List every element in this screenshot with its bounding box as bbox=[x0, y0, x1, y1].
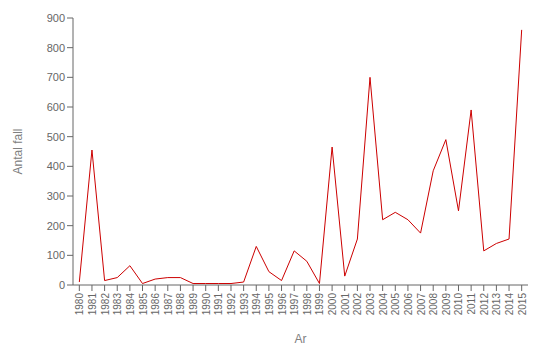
svg-text:500: 500 bbox=[47, 131, 65, 143]
svg-text:2002: 2002 bbox=[352, 293, 363, 316]
svg-text:600: 600 bbox=[47, 101, 65, 113]
svg-text:800: 800 bbox=[47, 42, 65, 54]
svg-text:1995: 1995 bbox=[264, 293, 275, 316]
svg-text:1982: 1982 bbox=[100, 293, 111, 316]
svg-text:1990: 1990 bbox=[201, 293, 212, 316]
svg-text:400: 400 bbox=[47, 160, 65, 172]
svg-text:2000: 2000 bbox=[327, 293, 338, 316]
svg-text:2004: 2004 bbox=[378, 293, 389, 316]
svg-text:Antal fall: Antal fall bbox=[11, 128, 25, 174]
svg-text:100: 100 bbox=[47, 249, 65, 261]
svg-text:1989: 1989 bbox=[188, 293, 199, 316]
svg-text:Ar: Ar bbox=[295, 332, 307, 346]
svg-text:1985: 1985 bbox=[138, 293, 149, 316]
svg-text:2015: 2015 bbox=[517, 293, 528, 316]
svg-text:1998: 1998 bbox=[302, 293, 313, 316]
svg-text:1997: 1997 bbox=[289, 293, 300, 316]
svg-text:2014: 2014 bbox=[504, 293, 515, 316]
svg-text:2009: 2009 bbox=[441, 293, 452, 316]
svg-text:1993: 1993 bbox=[239, 293, 250, 316]
svg-text:1981: 1981 bbox=[87, 293, 98, 316]
svg-text:1986: 1986 bbox=[150, 293, 161, 316]
svg-text:2013: 2013 bbox=[491, 293, 502, 316]
svg-text:1996: 1996 bbox=[277, 293, 288, 316]
svg-text:1992: 1992 bbox=[226, 293, 237, 316]
svg-text:1980: 1980 bbox=[74, 293, 85, 316]
svg-text:1994: 1994 bbox=[251, 293, 262, 316]
svg-text:300: 300 bbox=[47, 190, 65, 202]
svg-text:1987: 1987 bbox=[163, 293, 174, 316]
svg-text:900: 900 bbox=[47, 12, 65, 24]
svg-text:1984: 1984 bbox=[125, 293, 136, 316]
svg-text:1983: 1983 bbox=[112, 293, 123, 316]
svg-text:2006: 2006 bbox=[403, 293, 414, 316]
svg-text:2011: 2011 bbox=[466, 293, 477, 315]
svg-text:1991: 1991 bbox=[213, 293, 224, 316]
svg-text:2012: 2012 bbox=[479, 293, 490, 316]
svg-text:2001: 2001 bbox=[340, 293, 351, 316]
svg-text:2008: 2008 bbox=[428, 293, 439, 316]
svg-text:0: 0 bbox=[59, 279, 65, 291]
svg-text:1988: 1988 bbox=[175, 293, 186, 316]
svg-text:200: 200 bbox=[47, 220, 65, 232]
svg-text:700: 700 bbox=[47, 71, 65, 83]
svg-text:2003: 2003 bbox=[365, 293, 376, 316]
svg-text:2010: 2010 bbox=[453, 293, 464, 316]
svg-text:1999: 1999 bbox=[314, 293, 325, 316]
svg-text:2005: 2005 bbox=[390, 293, 401, 316]
svg-text:2007: 2007 bbox=[416, 293, 427, 316]
